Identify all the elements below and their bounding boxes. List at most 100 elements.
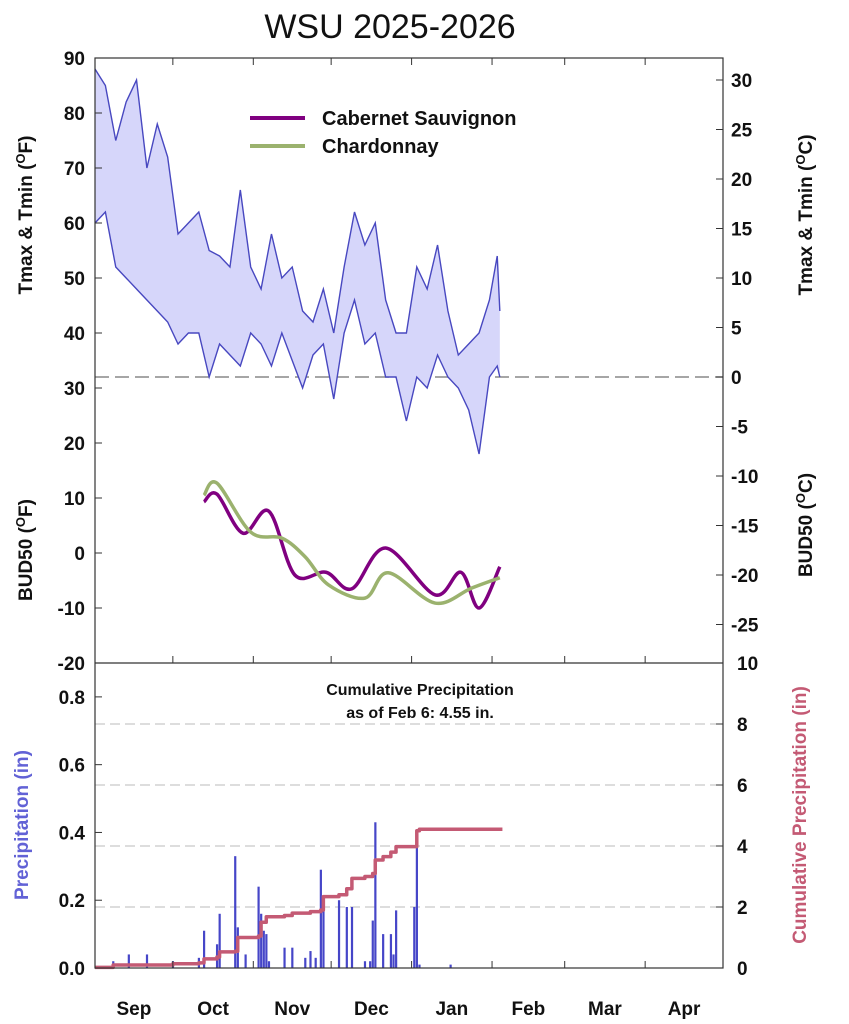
tick-label-cum: 10 bbox=[737, 654, 758, 675]
tick-label-f: 50 bbox=[64, 269, 85, 290]
month-label: Nov bbox=[274, 999, 310, 1020]
tick-label-f: 40 bbox=[64, 324, 85, 345]
tmax-tmin-f-label: Tmax & Tmin (OF) bbox=[13, 136, 37, 295]
tick-label-f: 90 bbox=[64, 49, 85, 70]
tick-label-c: -25 bbox=[731, 616, 759, 637]
precip-bar bbox=[283, 947, 286, 968]
tick-label-f: -20 bbox=[58, 654, 85, 675]
tick-label-cum: 8 bbox=[737, 715, 748, 736]
month-label: Dec bbox=[354, 999, 389, 1020]
legend-label-chardonnay: Chardonnay bbox=[322, 136, 440, 158]
tick-label-f: 30 bbox=[64, 379, 85, 400]
tick-label-f: 60 bbox=[64, 214, 85, 235]
tmax-line bbox=[94, 68, 501, 357]
precip-bar bbox=[449, 964, 452, 968]
month-label: Mar bbox=[588, 999, 622, 1020]
tick-label-precip: 0.8 bbox=[59, 688, 85, 709]
precip-bar bbox=[392, 954, 395, 968]
chart-title: WSU 2025-2026 bbox=[264, 8, 515, 46]
precip-bar bbox=[374, 822, 377, 968]
tick-label-cum: 6 bbox=[737, 776, 748, 797]
month-label: Feb bbox=[511, 999, 545, 1020]
tick-label-precip: 0.4 bbox=[59, 823, 86, 844]
precip-bar bbox=[309, 951, 312, 968]
tick-label-c: 30 bbox=[731, 71, 752, 92]
legend: Cabernet Sauvignon Chardonnay bbox=[250, 108, 516, 158]
tick-label-f: 10 bbox=[64, 489, 85, 510]
precipitation-label: Precipitation (in) bbox=[12, 750, 33, 900]
tmin-line bbox=[94, 210, 501, 455]
tick-label-c: -15 bbox=[731, 517, 759, 538]
tick-label-f: 70 bbox=[64, 159, 85, 180]
tick-label-cum: 4 bbox=[737, 837, 748, 858]
precip-bar bbox=[202, 930, 206, 968]
temperature-range-fill bbox=[95, 69, 500, 454]
tick-label-f: 20 bbox=[64, 434, 85, 455]
precip-bar bbox=[389, 934, 393, 968]
tick-label-c: 20 bbox=[731, 170, 752, 191]
precip-bar bbox=[363, 961, 367, 968]
cumulative-precipitation-line bbox=[95, 827, 503, 970]
legend-label-cabernet: Cabernet Sauvignon bbox=[322, 108, 516, 130]
precip-annotation-title: Cumulative Precipitation bbox=[326, 682, 514, 699]
plot-frame bbox=[94, 57, 724, 969]
tmax-tmin-c-label: Tmax & Tmin (OC) bbox=[793, 134, 817, 295]
chardonnay-bud50-line bbox=[202, 480, 501, 606]
precip-bar bbox=[395, 910, 398, 968]
precipitation-bars bbox=[112, 822, 452, 968]
precip-bar bbox=[304, 957, 307, 968]
precip-bar bbox=[244, 954, 247, 968]
precip-bar bbox=[418, 964, 421, 968]
precip-bar bbox=[382, 934, 385, 968]
cumulative-line bbox=[95, 827, 503, 970]
precip-bar bbox=[257, 886, 260, 968]
precip-bar bbox=[265, 934, 268, 968]
tick-label-c: 15 bbox=[731, 220, 753, 241]
precip-bar bbox=[319, 869, 322, 968]
precip-bar bbox=[369, 961, 372, 968]
tick-label-precip: 0.0 bbox=[59, 959, 85, 980]
precip-bar bbox=[127, 954, 130, 968]
tick-label-precip: 0.2 bbox=[59, 891, 85, 912]
precip-bar bbox=[145, 954, 149, 968]
tick-label-c: 0 bbox=[731, 368, 742, 389]
tick-label-c: 25 bbox=[731, 121, 753, 142]
tick-label-c: 10 bbox=[731, 269, 752, 290]
precip-bar bbox=[262, 930, 265, 968]
grid-lines bbox=[95, 376, 723, 908]
precip-bar bbox=[345, 907, 348, 968]
tick-label-f: 0 bbox=[74, 544, 85, 565]
precip-bar bbox=[337, 900, 341, 968]
temperature-band bbox=[94, 68, 501, 455]
month-label: Jan bbox=[435, 999, 468, 1020]
bud50-c-label: BUD50 (OC) bbox=[793, 473, 817, 577]
tick-label-precip: 0.6 bbox=[59, 756, 85, 777]
precip-bar bbox=[413, 907, 416, 968]
tick-label-c: -20 bbox=[731, 566, 758, 587]
precip-bar bbox=[267, 961, 271, 968]
precip-bar bbox=[350, 907, 354, 968]
precip-bar bbox=[314, 957, 317, 968]
precip-bar bbox=[415, 835, 418, 968]
precip-bar bbox=[260, 913, 263, 968]
tick-label-c: 5 bbox=[731, 319, 742, 340]
precip-bar bbox=[234, 856, 237, 968]
axes: 9080706050403020100-10-20302520151050-5-… bbox=[58, 49, 759, 1020]
tick-label-f: -10 bbox=[58, 599, 85, 620]
precip-annotation-value: as of Feb 6: 4.55 in. bbox=[346, 705, 494, 722]
tick-label-cum: 0 bbox=[737, 959, 748, 980]
tick-label-c: -10 bbox=[731, 467, 758, 488]
cumulative-precipitation-label: Cumulative Precipitation (in) bbox=[790, 686, 811, 944]
cabernet-bud50-line bbox=[202, 491, 502, 610]
tick-label-cum: 2 bbox=[737, 898, 748, 919]
axis-labels: Tmax & Tmin (OF) Tmax & Tmin (OC) BUD50 (O… bbox=[12, 134, 817, 943]
precip-bar bbox=[322, 907, 325, 968]
bud50-lines bbox=[202, 480, 502, 610]
bud50-f-label: BUD50 (OF) bbox=[13, 499, 37, 601]
month-label: Oct bbox=[197, 999, 229, 1020]
month-label: Apr bbox=[668, 999, 701, 1020]
tick-label-c: -5 bbox=[731, 418, 748, 439]
precip-bar bbox=[291, 947, 294, 968]
month-label: Sep bbox=[116, 999, 151, 1020]
